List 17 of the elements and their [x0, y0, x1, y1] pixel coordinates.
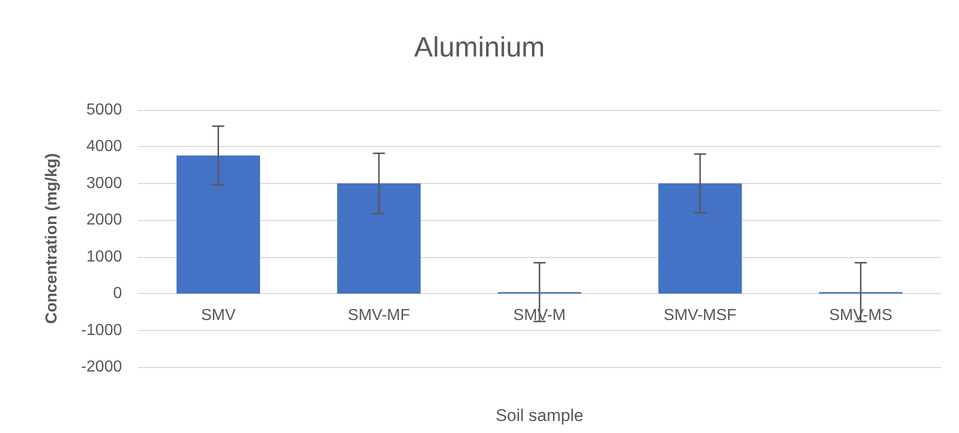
- x-tick-label: SMV-MF: [348, 307, 410, 324]
- y-tick-label: 5000: [86, 102, 122, 118]
- chart-title: Aluminium: [414, 32, 545, 62]
- y-axis-title: Concentration (mg/kg): [44, 153, 60, 324]
- x-tick-label: SMV: [200, 307, 236, 324]
- y-tick-label: 3000: [86, 174, 122, 192]
- bar: [176, 156, 260, 294]
- x-tick-label: SMV-MSF: [664, 307, 737, 324]
- bar: [337, 183, 421, 294]
- y-tick-label: 1000: [86, 248, 122, 266]
- x-axis-title: Soil sample: [496, 406, 584, 425]
- y-tick-label: 2000: [86, 212, 122, 229]
- bar: [658, 183, 742, 294]
- y-tick-label: -1000: [81, 322, 122, 339]
- y-tick-label: 4000: [86, 138, 122, 156]
- y-tick-label: 0: [113, 285, 122, 302]
- y-tick-label: -2000: [81, 358, 122, 376]
